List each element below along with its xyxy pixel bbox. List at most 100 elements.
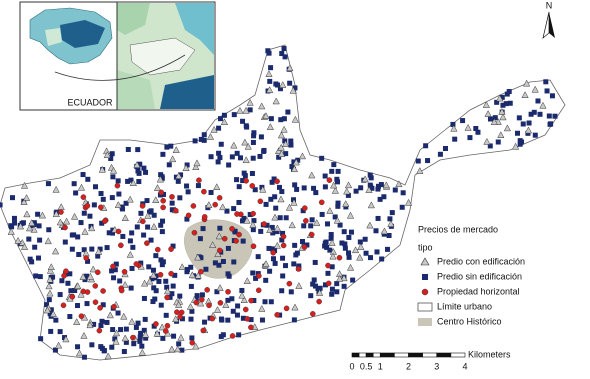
parcel-empty [324, 221, 330, 227]
parcel-empty [65, 280, 71, 286]
parcel-empty [280, 255, 286, 261]
parcel-empty [130, 244, 136, 250]
parcel-empty [106, 230, 112, 236]
parcel-empty [57, 329, 63, 335]
parcel-built [133, 161, 141, 168]
parcel-empty [334, 289, 340, 295]
parcel-empty [45, 181, 51, 187]
parcel-empty [257, 153, 263, 159]
parcel-empty [229, 154, 235, 160]
parcel-empty [184, 216, 190, 222]
parcel-empty [84, 301, 90, 307]
parcel-built [205, 201, 213, 208]
scale-segment [379, 352, 395, 358]
parcel-empty [329, 286, 335, 292]
parcel-built [44, 237, 52, 245]
parcel-empty [188, 264, 194, 270]
parcel-built [129, 179, 137, 187]
parcel-horizontal [325, 262, 331, 269]
parcel-empty [48, 328, 54, 334]
parcel-built [326, 207, 334, 214]
parcel-empty [226, 273, 232, 279]
parcel-built [182, 164, 190, 172]
parcel-built [175, 301, 183, 308]
parcel-empty [193, 296, 199, 302]
parcel-empty [473, 126, 479, 132]
parcel-empty [220, 332, 226, 338]
parcel-built [380, 227, 389, 235]
parcel-empty [258, 134, 264, 140]
parcel-built [49, 310, 57, 317]
legend-symbol [418, 318, 432, 326]
parcel-horizontal [198, 296, 205, 303]
parcel-empty [36, 223, 42, 229]
parcel-empty [346, 250, 352, 256]
parcel-empty [129, 230, 135, 236]
parcel-empty [120, 206, 126, 212]
parcel-empty [334, 176, 340, 182]
parcel-built [52, 210, 60, 218]
parcel-horizontal [229, 225, 235, 232]
parcel-empty [158, 302, 164, 308]
parcel-built [47, 263, 55, 270]
parcel-built [109, 166, 118, 174]
parcel-horizontal [80, 288, 87, 295]
parcel-empty [118, 327, 124, 333]
parcel-empty [148, 237, 154, 243]
scale-segment [422, 352, 438, 358]
parcel-empty [232, 229, 238, 235]
parcel-empty [367, 255, 373, 261]
parcel-empty [109, 151, 115, 157]
parcel-built [112, 337, 120, 345]
parcel-empty [46, 227, 52, 233]
parcel-empty [272, 260, 278, 266]
parcel-horizontal [160, 204, 166, 211]
parcel-empty [212, 260, 218, 266]
parcel-empty [189, 335, 195, 341]
parcel-empty [467, 135, 473, 141]
parcel-horizontal [209, 315, 216, 322]
parcel-empty [348, 229, 354, 235]
parcel-built [316, 289, 324, 296]
parcel-empty [143, 169, 149, 175]
parcel-empty [335, 179, 341, 185]
parcel-horizontal [114, 182, 121, 189]
parcel-empty [272, 194, 278, 200]
parcel-empty [288, 138, 294, 144]
parcel-empty [282, 54, 288, 60]
parcel-built [333, 216, 341, 224]
parcel-horizontal [249, 183, 256, 189]
parcel-empty [367, 182, 373, 188]
parcel-empty [75, 344, 81, 350]
parcel-empty [194, 293, 200, 299]
parcel-empty [171, 333, 177, 339]
parcel-empty [159, 218, 165, 224]
parcel-empty [185, 189, 191, 195]
parcel-built [168, 345, 176, 353]
parcel-built [308, 171, 316, 179]
parcel-built [77, 183, 86, 191]
legend-subtitle: tipo [418, 242, 433, 252]
parcel-built [387, 220, 395, 227]
parcel-empty [91, 321, 97, 327]
parcel-empty [159, 229, 165, 235]
ecuador-region [45, 28, 62, 46]
parcel-horizontal [115, 228, 122, 235]
parcel-empty [143, 335, 149, 341]
legend-item: Propiedad horizontal [437, 286, 520, 296]
parcel-built [144, 212, 152, 219]
parcel-built [241, 138, 249, 146]
parcel-horizontal [280, 233, 287, 240]
parcel-empty [281, 116, 287, 122]
parcel-empty [337, 222, 343, 228]
parcel-empty [189, 308, 195, 314]
parcel-horizontal [198, 268, 204, 275]
parcel-built [280, 125, 288, 133]
parcel-empty [263, 277, 269, 283]
parcel-built [236, 106, 244, 114]
parcel-empty [520, 121, 526, 127]
parcel-empty [134, 224, 140, 230]
parcel-empty [133, 324, 139, 330]
parcel-empty [135, 168, 141, 174]
parcel-built [497, 131, 505, 138]
